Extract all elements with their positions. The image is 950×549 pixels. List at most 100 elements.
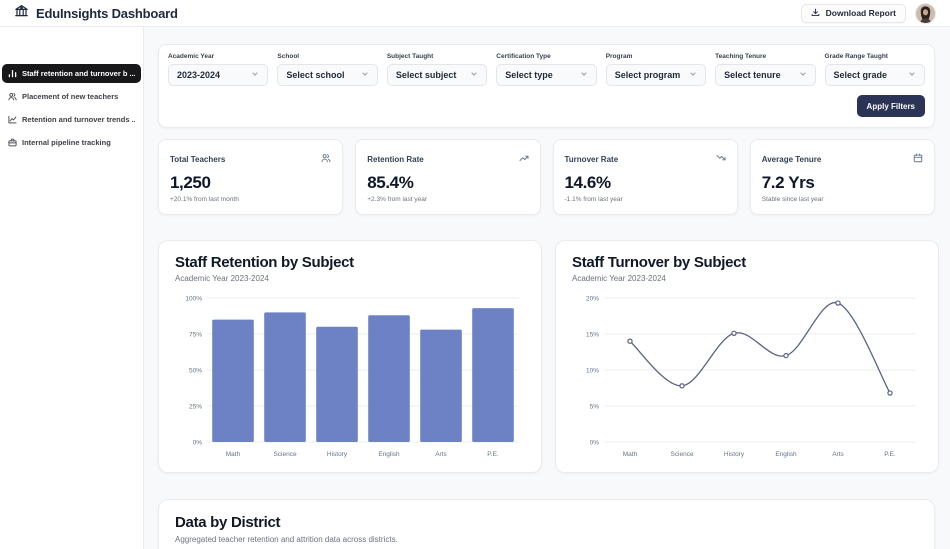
stat-value: 14.6% [565, 174, 726, 193]
chevron-down-icon [251, 70, 259, 80]
svg-text:History: History [724, 451, 745, 458]
stat-delta: Stable since last year [762, 196, 923, 203]
grade-select[interactable]: Select grade [825, 64, 925, 86]
charts-row: Staff Retention by Subject Academic Year… [158, 240, 935, 473]
download-icon [811, 8, 820, 19]
svg-text:10%: 10% [586, 367, 599, 374]
subject-select[interactable]: Select subject [387, 64, 487, 86]
chevron-down-icon [470, 70, 478, 80]
user-avatar[interactable] [915, 3, 936, 24]
chart-subtitle: Academic Year 2023-2024 [572, 274, 922, 283]
sidebar-item-staff-retention-turnover[interactable]: Staff retention and turnover b ... [2, 64, 141, 83]
stat-title: Turnover Rate [565, 155, 619, 164]
calendar-icon [913, 150, 923, 168]
chart-subtitle: Academic Year 2023-2024 [175, 274, 525, 283]
academic-year-select[interactable]: 2023-2024 [168, 64, 268, 86]
svg-text:Science: Science [670, 451, 694, 458]
chart-title: Staff Retention by Subject [175, 254, 525, 271]
brand: EduInsights Dashboard [14, 3, 178, 23]
filters-row: Academic Year 2023-2024 School Select sc… [168, 53, 925, 86]
data-by-district-card: Data by District Aggregated teacher rete… [158, 499, 935, 549]
turnover-by-subject-chart-card: Staff Turnover by Subject Academic Year … [555, 240, 939, 473]
filter-academic-year: Academic Year 2023-2024 [168, 53, 268, 86]
main-content: Academic Year 2023-2024 School Select sc… [144, 27, 950, 549]
svg-text:5%: 5% [590, 403, 600, 410]
filter-label: School [277, 53, 377, 60]
certification-type-select[interactable]: Select type [496, 64, 596, 86]
svg-text:25%: 25% [189, 403, 202, 410]
tenure-select[interactable]: Select tenure [715, 64, 815, 86]
svg-text:Arts: Arts [435, 451, 447, 458]
sidebar-item-retention-turnover-trends[interactable]: Retention and turnover trends ... [2, 110, 141, 129]
stat-title: Retention Rate [367, 155, 423, 164]
svg-text:15%: 15% [586, 331, 599, 338]
sidebar-item-label: Internal pipeline tracking [22, 138, 111, 147]
filter-certification-type: Certification Type Select type [496, 53, 596, 86]
filter-label: Academic Year [168, 53, 268, 60]
stat-card-total-teachers: Total Teachers 1,250 +20.1% from last mo… [158, 139, 343, 215]
chevron-down-icon [689, 70, 697, 80]
stat-delta: +20.1% from last month [170, 196, 331, 203]
chevron-down-icon [908, 70, 916, 80]
app-header: EduInsights Dashboard Download Report [0, 0, 950, 27]
filter-label: Teaching Tenure [715, 53, 815, 60]
retention-by-subject-chart-card: Staff Retention by Subject Academic Year… [158, 240, 542, 473]
district-section-title: Data by District [175, 514, 918, 531]
briefcase-icon [8, 138, 17, 147]
retention-bar-chart: 0% 25% 50% 75% 100% Math Science History English… [175, 290, 525, 462]
trending-down-icon [716, 150, 726, 168]
svg-text:75%: 75% [189, 331, 202, 338]
stat-value: 1,250 [170, 174, 331, 193]
page-title: EduInsights Dashboard [36, 6, 178, 21]
svg-text:Arts: Arts [832, 451, 844, 458]
stat-value: 85.4% [367, 174, 528, 193]
svg-text:0%: 0% [193, 439, 203, 446]
svg-text:P.E.: P.E. [884, 451, 896, 458]
filter-label: Subject Taught [387, 53, 487, 60]
filter-label: Certification Type [496, 53, 596, 60]
svg-text:100%: 100% [185, 295, 202, 302]
filter-school: School Select school [277, 53, 377, 86]
sidebar-item-internal-pipeline-tracking[interactable]: Internal pipeline tracking [2, 133, 141, 152]
stat-delta: +2.3% from last year [367, 196, 528, 203]
select-value: Select school [286, 70, 344, 80]
sidebar: Staff retention and turnover b ... Place… [0, 27, 144, 549]
school-select[interactable]: Select school [277, 64, 377, 86]
sidebar-item-label: Retention and turnover trends ... [22, 115, 135, 124]
district-section-subtitle: Aggregated teacher retention and attriti… [175, 535, 918, 544]
svg-text:English: English [775, 451, 797, 458]
stat-value: 7.2 Yrs [762, 174, 923, 193]
svg-text:Math: Math [623, 451, 638, 458]
chevron-down-icon [361, 70, 369, 80]
select-value: 2023-2024 [177, 70, 220, 80]
stat-card-retention-rate: Retention Rate 85.4% +2.3% from last yea… [355, 139, 540, 215]
download-report-label: Download Report [826, 8, 896, 18]
sidebar-item-placement-new-teachers[interactable]: Placement of new teachers [2, 87, 141, 106]
program-select[interactable]: Select program [606, 64, 706, 86]
filter-program: Program Select program [606, 53, 706, 86]
select-value: Select program [615, 70, 681, 80]
svg-text:Math: Math [226, 451, 241, 458]
filter-label: Program [606, 53, 706, 60]
chevron-down-icon [799, 70, 807, 80]
select-value: Select subject [396, 70, 457, 80]
stat-delta: -1.1% from last year [565, 196, 726, 203]
filter-label: Grade Range Taught [825, 53, 925, 60]
svg-text:20%: 20% [586, 295, 599, 302]
svg-text:0%: 0% [590, 439, 600, 446]
svg-text:English: English [378, 451, 400, 458]
turnover-line-chart: 0% 5% 10% 15% 20% Math Science History English Ar… [572, 290, 922, 462]
select-value: Select type [505, 70, 553, 80]
svg-text:Science: Science [273, 451, 297, 458]
svg-text:History: History [327, 451, 348, 458]
school-building-icon [14, 3, 29, 23]
stat-title: Average Tenure [762, 155, 822, 164]
svg-text:50%: 50% [189, 367, 202, 374]
stat-card-average-tenure: Average Tenure 7.2 Yrs Stable since last… [750, 139, 935, 215]
svg-text:P.E.: P.E. [487, 451, 499, 458]
apply-filters-button[interactable]: Apply Filters [857, 95, 925, 117]
chart-title: Staff Turnover by Subject [572, 254, 922, 271]
filter-grade-range: Grade Range Taught Select grade [825, 53, 925, 86]
select-value: Select grade [834, 70, 888, 80]
download-report-button[interactable]: Download Report [801, 4, 906, 23]
